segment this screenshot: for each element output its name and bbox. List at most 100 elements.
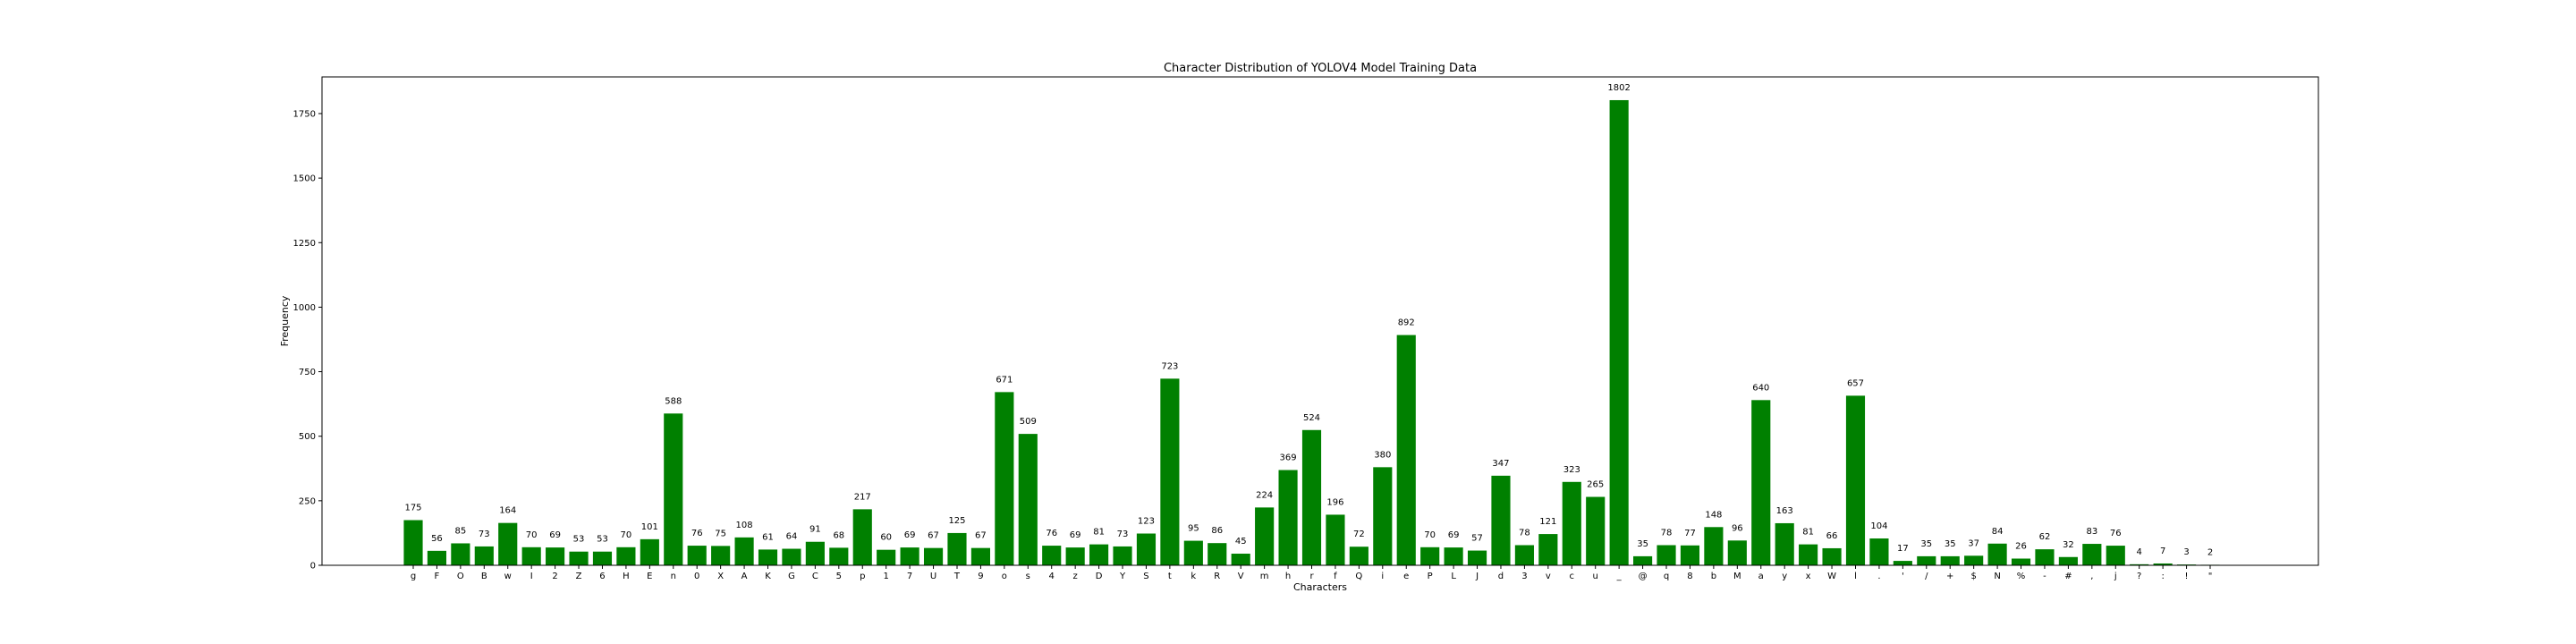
bar-49: [1562, 481, 1581, 565]
x-tick-label-7: Z: [576, 572, 582, 581]
x-tick-label-39: f: [1334, 572, 1337, 581]
data-label-46: 347: [1492, 459, 1509, 469]
x-tick-label-53: q: [1664, 572, 1669, 581]
data-label-3: 73: [479, 530, 490, 539]
y-tick-label-1: 250: [299, 496, 316, 506]
x-tick-label-42: e: [1403, 572, 1409, 581]
bar-39: [1326, 514, 1345, 565]
x-tick-label-76: ": [2208, 572, 2213, 581]
x-tick-label-12: 0: [694, 572, 699, 581]
x-tick-label-33: k: [1191, 572, 1196, 581]
data-label-75: 3: [2183, 547, 2189, 557]
bar-58: [1775, 522, 1794, 565]
x-tick-label-28: z: [1073, 572, 1078, 581]
x-tick-label-68: %: [2017, 572, 2026, 581]
x-tick-label-44: L: [1451, 572, 1456, 581]
bar-20: [877, 549, 896, 565]
bar-0: [403, 520, 423, 565]
bar-26: [1018, 434, 1038, 565]
x-tick-label-47: 3: [1521, 572, 1527, 581]
data-label-44: 69: [1448, 530, 1460, 540]
bar-43: [1420, 547, 1440, 565]
bar-60: [1822, 547, 1842, 565]
data-label-17: 91: [809, 525, 821, 535]
data-label-72: 76: [2110, 529, 2122, 538]
x-tick-label-21: 7: [907, 572, 912, 581]
x-tick-label-67: N: [1994, 572, 2000, 581]
y-tick-label-6: 1500: [293, 174, 316, 184]
x-tick-label-15: K: [765, 572, 771, 581]
data-label-69: 62: [2039, 532, 2051, 542]
bar-31: [1136, 533, 1157, 565]
x-tick-label-29: D: [1096, 572, 1103, 581]
x-tick-label-46: d: [1498, 572, 1504, 581]
x-tick-label-9: H: [623, 572, 630, 581]
x-tick-label-31: S: [1143, 572, 1148, 581]
data-label-74: 7: [2160, 547, 2165, 556]
data-label-5: 70: [526, 530, 538, 540]
data-label-14: 108: [736, 521, 753, 530]
x-tick-label-1: F: [435, 572, 440, 581]
data-label-60: 66: [1826, 531, 1838, 541]
x-tick-label-34: R: [1214, 572, 1220, 581]
data-label-57: 640: [1752, 383, 1769, 393]
x-tick-label-10: E: [647, 572, 652, 581]
x-tick-label-75: !: [2185, 572, 2189, 581]
bar-1: [427, 550, 447, 565]
data-label-37: 369: [1280, 453, 1297, 463]
bar-32: [1160, 378, 1180, 565]
data-label-32: 723: [1161, 361, 1178, 371]
x-tick-label-2: O: [457, 572, 464, 581]
data-label-43: 70: [1424, 530, 1436, 540]
data-label-33: 95: [1188, 524, 1199, 534]
data-label-55: 148: [1705, 510, 1722, 520]
bar-64: [1917, 555, 1936, 565]
data-label-13: 75: [715, 529, 726, 538]
data-label-24: 67: [975, 531, 987, 541]
y-tick-label-2: 500: [299, 432, 316, 442]
data-label-12: 76: [691, 529, 703, 538]
data-label-67: 84: [1992, 527, 2004, 537]
x-tick-label-41: i: [1381, 572, 1384, 581]
x-tick-label-22: U: [930, 572, 936, 581]
bar-24: [970, 547, 990, 565]
x-tick-label-30: Y: [1119, 572, 1126, 581]
x-tick-label-52: @: [1639, 572, 1648, 581]
bar-71: [2082, 544, 2102, 565]
bar-28: [1065, 547, 1085, 565]
bar-36: [1255, 507, 1275, 565]
bar-63: [1893, 561, 1912, 565]
bar-19: [852, 509, 872, 565]
x-tick-label-54: 8: [1687, 572, 1692, 581]
x-tick-label-57: a: [1758, 572, 1764, 581]
data-label-51: 1802: [1607, 83, 1630, 93]
data-label-15: 61: [762, 532, 774, 542]
bar-72: [2106, 546, 2125, 565]
x-tick-label-74: :: [2161, 572, 2164, 581]
x-tick-label-19: p: [860, 572, 865, 581]
bar-41: [1373, 467, 1393, 565]
x-tick-label-32: t: [1168, 572, 1172, 581]
data-label-41: 380: [1374, 450, 1391, 460]
x-tick-label-18: 5: [836, 572, 842, 581]
bar-23: [947, 532, 967, 565]
bar-40: [1349, 547, 1368, 565]
y-tick-label-4: 1000: [293, 303, 316, 313]
bar-69: [2035, 549, 2055, 565]
bar-35: [1231, 554, 1250, 565]
bar-65: [1940, 555, 1960, 565]
bar-38: [1301, 429, 1322, 565]
data-label-56: 96: [1732, 523, 1743, 533]
bar-46: [1491, 475, 1511, 565]
data-label-50: 265: [1587, 480, 1604, 490]
data-label-1: 56: [431, 534, 443, 544]
data-label-40: 72: [1353, 530, 1365, 539]
data-label-38: 524: [1303, 413, 1320, 423]
y-axis-label: Frequency: [279, 295, 291, 346]
chart-title: Character Distribution of YOLOV4 Model T…: [1164, 62, 1477, 75]
y-tick-label-0: 0: [310, 562, 316, 572]
data-label-7: 53: [573, 535, 585, 545]
data-label-68: 26: [2015, 542, 2027, 552]
